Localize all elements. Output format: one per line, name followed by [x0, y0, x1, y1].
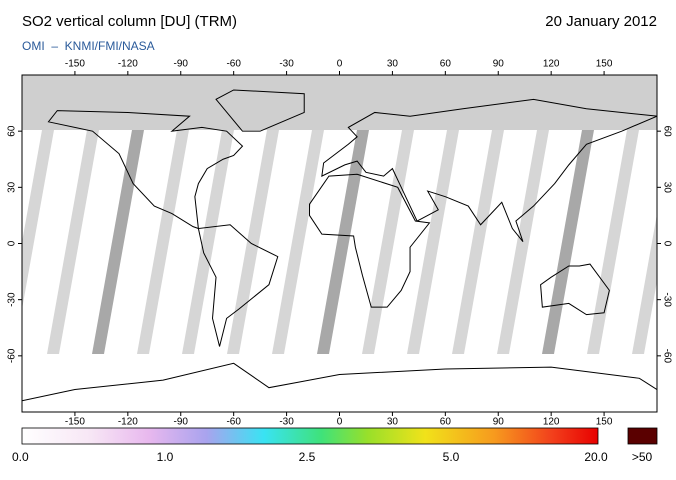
lon-tick-label: 150 — [596, 417, 613, 428]
orbit-gap — [47, 130, 99, 354]
coastline — [197, 224, 279, 347]
lat-tick-label: 60 — [7, 125, 18, 137]
lon-tick-label: 60 — [440, 417, 452, 428]
coastline — [321, 98, 657, 242]
lat-tick-label: 60 — [661, 126, 672, 138]
lon-tick-label: 0 — [337, 59, 343, 70]
orbit-gap — [22, 130, 54, 310]
colorbar-label: 2.5 — [299, 450, 316, 464]
orbit-gap — [182, 130, 234, 354]
coastline — [47, 110, 244, 230]
lon-tick-label: 120 — [543, 59, 560, 70]
colorbar-label: 0.0 — [12, 450, 29, 464]
lon-tick-label: -60 — [226, 59, 241, 70]
lon-tick-label: 120 — [543, 417, 560, 428]
orbit-gap — [407, 130, 459, 354]
lon-tick-label: -60 — [226, 417, 241, 428]
lon-tick-label: -90 — [174, 59, 189, 70]
date: 20 January 2012 — [545, 13, 657, 30]
coastline — [215, 89, 305, 132]
lat-tick-label: 30 — [661, 182, 672, 194]
colorbar-label: 5.0 — [443, 450, 460, 464]
orbit-gap — [632, 214, 657, 354]
lon-tick-label: 0 — [337, 417, 343, 428]
orbit-gap — [137, 130, 189, 354]
lat-tick-label: -30 — [7, 292, 18, 307]
lon-tick-label: 90 — [493, 59, 505, 70]
lat-tick-label: -60 — [661, 349, 672, 364]
lon-tick-label: -120 — [118, 59, 138, 70]
orbit-gap — [542, 130, 594, 354]
colorbar-overflow — [627, 427, 658, 445]
lon-tick-label: 30 — [387, 59, 399, 70]
lon-tick-label: 90 — [493, 417, 505, 428]
subtitle: OMI – KNMI/FMI/NASA — [22, 39, 155, 53]
colorbar-label: >50 — [632, 450, 653, 464]
colorbar-label: 20.0 — [584, 450, 608, 464]
orbit-gap — [317, 130, 369, 354]
orbit-gap — [272, 130, 324, 354]
lon-tick-label: -30 — [279, 59, 294, 70]
colorbar — [21, 427, 599, 445]
lon-tick-label: 60 — [440, 59, 452, 70]
orbit-gap — [497, 130, 549, 354]
orbit-gap — [227, 130, 279, 354]
lon-tick-label: -150 — [65, 59, 85, 70]
lon-tick-label: -90 — [174, 417, 189, 428]
lon-tick-label: 150 — [596, 59, 613, 70]
polar-nodata — [22, 75, 657, 130]
lat-tick-label: 0 — [7, 240, 18, 246]
lon-tick-label: -150 — [65, 417, 85, 428]
lon-tick-label: -120 — [118, 417, 138, 428]
lat-tick-label: -60 — [7, 348, 18, 363]
coastline — [22, 362, 657, 412]
map-area — [22, 75, 657, 412]
lon-tick-label: 30 — [387, 417, 399, 428]
orbit-gap — [587, 130, 639, 354]
lon-tick-label: -30 — [279, 417, 294, 428]
colorbar-label: 1.0 — [157, 450, 174, 464]
coastline — [309, 173, 431, 308]
orbit-gap — [452, 130, 504, 354]
orbit-gap — [92, 130, 144, 354]
lat-tick-label: 0 — [661, 241, 672, 247]
lat-tick-label: 30 — [7, 181, 18, 193]
lat-tick-label: -30 — [661, 292, 672, 307]
title: SO2 vertical column [DU] (TRM) — [22, 13, 237, 30]
coastline — [540, 263, 610, 316]
